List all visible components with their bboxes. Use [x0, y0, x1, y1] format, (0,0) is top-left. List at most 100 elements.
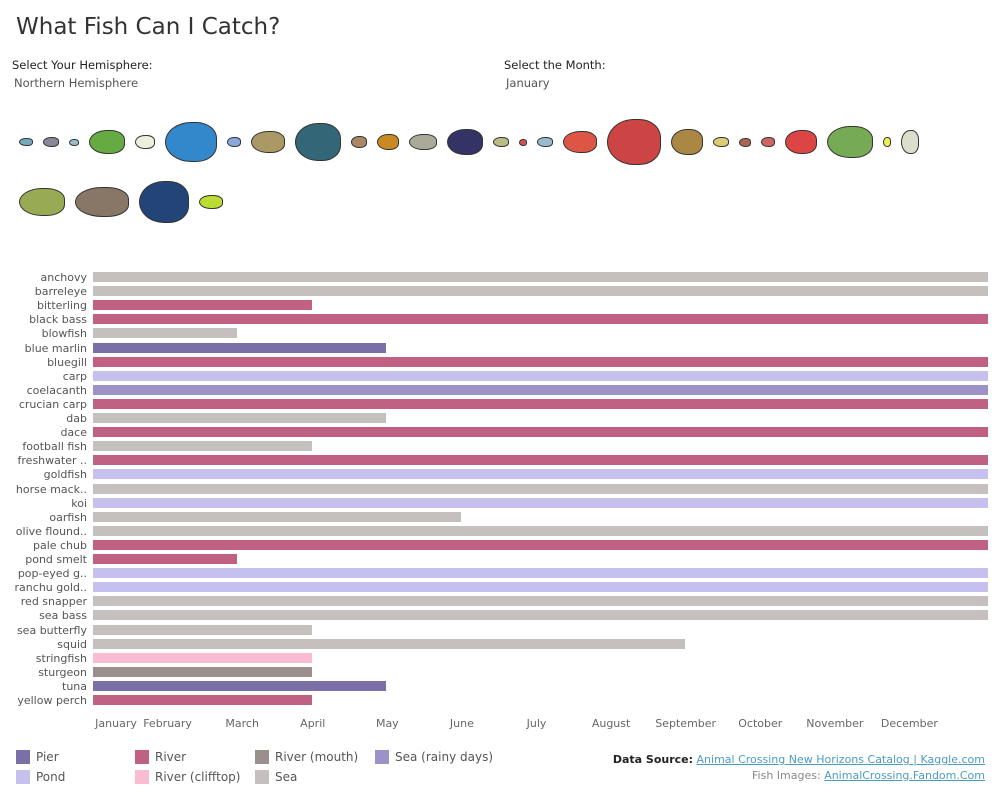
row-label: black bass	[29, 313, 87, 327]
row-label: red snapper	[20, 595, 87, 609]
kaggle-link[interactable]: Animal Crossing New Horizons Catalog | K…	[696, 753, 985, 766]
fish-icon	[19, 172, 65, 232]
fandom-link[interactable]: AnimalCrossing.Fandom.Com	[824, 769, 985, 782]
bar-pale-chub[interactable]	[93, 539, 988, 550]
bar-dace[interactable]	[93, 427, 988, 438]
row-label: koi	[71, 496, 87, 510]
row-label: blowfish	[41, 327, 87, 341]
x-tick: September	[655, 717, 717, 730]
bar-anchovy[interactable]	[93, 272, 988, 282]
x-tick: January	[95, 717, 137, 730]
row-label: goldfish	[43, 468, 87, 482]
bar-stringfish[interactable]	[93, 652, 312, 663]
bar-freshwater-[interactable]	[93, 455, 988, 466]
bar-squid[interactable]	[93, 638, 685, 649]
fish-icon	[251, 112, 285, 172]
bar-horse-mack-[interactable]	[93, 483, 988, 494]
x-tick: May	[375, 717, 399, 730]
bar-pop-eyed-g-[interactable]	[93, 568, 988, 579]
row-label: olive flound..	[15, 524, 87, 538]
bar-red-snapper[interactable]	[93, 596, 988, 607]
bar-black-bass[interactable]	[93, 314, 988, 325]
data-source: Data Source: Animal Crossing New Horizon…	[612, 753, 985, 766]
row-label: stringfish	[35, 651, 87, 665]
row-label: pop-eyed g..	[17, 567, 87, 581]
bar-yellow-perch[interactable]	[93, 695, 312, 705]
x-tick: February	[143, 717, 192, 730]
row-label: football fish	[22, 440, 87, 454]
bar-oarfish[interactable]	[93, 511, 461, 522]
fish-icon	[377, 112, 399, 172]
bar-sea-bass[interactable]	[93, 610, 988, 621]
row-label: sea bass	[39, 609, 87, 623]
row-label: yellow perch	[17, 694, 87, 707]
legend-sea: Sea	[255, 770, 297, 784]
fish-icon	[671, 112, 703, 172]
fish-icon	[883, 112, 891, 172]
bar-blowfish[interactable]	[93, 328, 238, 339]
fish-icon	[409, 112, 437, 172]
fish-icon	[739, 112, 751, 172]
bar-ranchu-gold-[interactable]	[93, 582, 988, 593]
fish-icon	[519, 112, 527, 172]
fish-icon	[139, 172, 189, 232]
legend-river: River	[135, 750, 186, 764]
x-tick: June	[449, 717, 474, 730]
fish-icon	[19, 112, 33, 172]
row-label: crucian carp	[18, 397, 87, 411]
bar-goldfish[interactable]	[93, 469, 988, 480]
bar-barreleye[interactable]	[93, 286, 988, 297]
bar-sea-butterfly[interactable]	[93, 624, 312, 635]
bar-dab[interactable]	[93, 413, 387, 423]
fish-icon	[351, 112, 367, 172]
row-label: horse mack..	[15, 482, 87, 496]
fish-icon	[563, 112, 597, 172]
row-label: coelacanth	[26, 383, 87, 397]
bar-sturgeon[interactable]	[93, 666, 312, 677]
hemisphere-label: Select Your Hemisphere:	[12, 58, 153, 72]
bar-tuna[interactable]	[93, 680, 387, 691]
fish-icon	[537, 112, 553, 172]
bar-crucian-carp[interactable]	[93, 398, 988, 409]
x-tick: April	[300, 717, 326, 730]
x-tick: December	[880, 717, 938, 730]
row-label: pale chub	[32, 538, 87, 552]
bar-blue-marlin[interactable]	[93, 342, 387, 353]
fish-icon	[785, 112, 817, 172]
bar-pond-smelt[interactable]	[93, 554, 238, 564]
bar-football-fish[interactable]	[93, 441, 312, 452]
fish-icon	[199, 172, 223, 232]
hemisphere-select[interactable]: Northern Hemisphere	[14, 76, 139, 90]
fish-icon	[761, 112, 775, 172]
legend-pond: Pond	[16, 770, 65, 784]
legend-sea-rainy: Sea (rainy days)	[375, 750, 493, 764]
row-label: barreleye	[34, 285, 87, 299]
image-source: Fish Images: AnimalCrossing.Fandom.Com	[752, 769, 985, 782]
bar-koi[interactable]	[93, 497, 988, 508]
row-label: dace	[60, 426, 87, 440]
legend-river-mouth: River (mouth)	[255, 750, 358, 764]
row-label: dab	[66, 412, 87, 425]
bar-carp[interactable]	[93, 370, 988, 381]
x-tick: October	[738, 717, 783, 730]
bar-bluegill[interactable]	[93, 356, 988, 367]
bar-olive-flound-[interactable]	[93, 525, 988, 536]
bar-coelacanth[interactable]	[93, 384, 988, 395]
bar-bitterling[interactable]	[93, 300, 312, 311]
x-tick: November	[806, 717, 864, 730]
x-tick: March	[225, 717, 259, 730]
row-label: bluegill	[47, 355, 87, 369]
fish-icon	[135, 112, 155, 172]
fish-icon	[493, 112, 509, 172]
row-label: pond smelt	[25, 553, 87, 566]
month-select[interactable]: January	[506, 76, 550, 90]
row-label: blue marlin	[24, 341, 87, 355]
fish-icon	[447, 112, 483, 172]
row-label: carp	[62, 369, 87, 383]
row-label: anchovy	[40, 271, 87, 284]
row-label: bitterling	[36, 299, 87, 313]
fish-icon	[89, 112, 125, 172]
fish-icon	[227, 112, 241, 172]
fish-icon	[827, 112, 873, 172]
row-label: sturgeon	[38, 665, 87, 679]
